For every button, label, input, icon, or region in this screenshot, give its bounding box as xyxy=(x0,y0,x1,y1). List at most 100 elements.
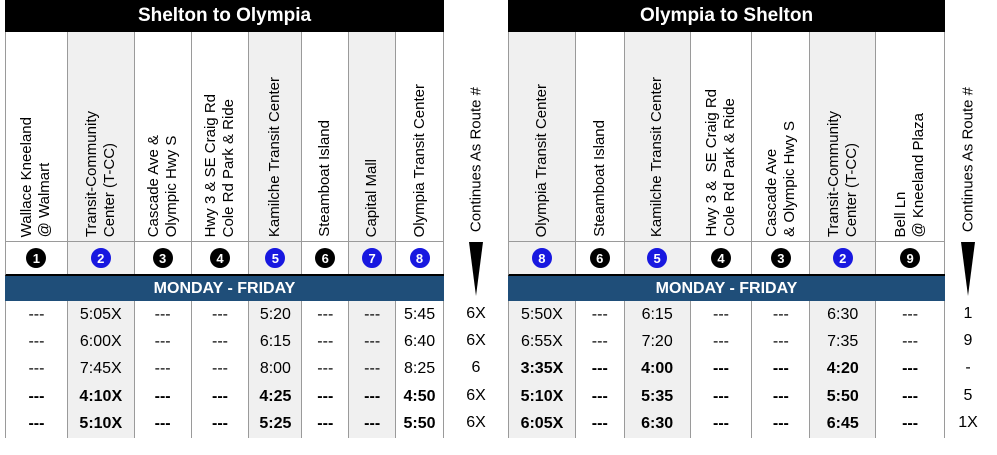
stop-number-badge: 9 xyxy=(900,248,921,268)
stop-number-badge: 8 xyxy=(409,248,430,268)
time-cell: --- xyxy=(302,301,350,329)
time-cell: 7:45X xyxy=(67,355,135,384)
time-cell: 7:35 xyxy=(810,328,877,356)
stop-number-badge: 2 xyxy=(832,248,853,268)
time-cell: --- xyxy=(576,355,625,384)
time-cell: --- xyxy=(6,328,68,356)
time-cell: 5:10X xyxy=(67,410,135,438)
time-cell: --- xyxy=(302,383,350,411)
table-row: 6:55X --- 7:20 --- --- 7:35 --- xyxy=(508,328,945,356)
stop-name: Cascade Ave & Olympic Hwy S xyxy=(144,134,180,237)
stop-name: Kamilche Transit Center xyxy=(266,76,284,237)
stop-header: Hwy 3 & SE Craig Rd Cole Rd Park & Ride xyxy=(191,32,250,242)
stop-number-badge: 4 xyxy=(711,248,731,268)
time-cell: 5:50 xyxy=(396,410,444,438)
stop-name: Olympia Transit Center xyxy=(532,83,550,237)
day-label-bar: MONDAY - FRIDAY xyxy=(508,276,945,301)
time-cell: --- xyxy=(6,355,68,384)
continues-as-route-header: Continues As Route # xyxy=(467,86,485,232)
stop-header: Hwy 3 & SE Craig Rd Cole Rd Park & Ride xyxy=(690,32,753,242)
time-cell: 4:25 xyxy=(249,383,303,411)
stop-name: Bell Ln @ Kneeland Plaza xyxy=(892,112,928,237)
table-row: 5:50X --- 6:15 --- --- 6:30 --- xyxy=(508,301,945,329)
table-row: 5:10X --- 5:35 --- --- 5:50 --- xyxy=(508,383,945,411)
stop-header: Transit-Community Center (T-CC) xyxy=(67,32,135,242)
stop-number-row: 1 2 3 4 5 6 7 8 xyxy=(5,242,444,276)
time-cell: --- xyxy=(349,301,397,329)
stop-name: Steamboat Island xyxy=(316,120,334,237)
time-cell: 5:45 xyxy=(396,301,444,329)
time-cell: 8:25 xyxy=(396,355,444,384)
stop-header: Olympia Transit Center xyxy=(509,32,576,242)
stop-name: Wallace Kneeland @ Walmart xyxy=(18,116,54,237)
time-cell: --- xyxy=(876,410,945,438)
stop-number-badge: 8 xyxy=(531,248,552,268)
stop-header: Cascade Ave & Olympic Hwy S xyxy=(752,32,811,242)
time-cell: 6:45 xyxy=(810,410,877,438)
time-cell: --- xyxy=(752,328,811,356)
schedule-olympia-to-shelton: Olympia to Shelton Olympia Transit Cente… xyxy=(508,0,945,438)
time-cell: 5:20 xyxy=(249,301,303,329)
stop-number-row: 8 6 5 4 3 2 9 xyxy=(508,242,945,276)
stop-header: Wallace Kneeland @ Walmart xyxy=(6,32,68,242)
time-cell: 5:50X xyxy=(509,301,576,329)
time-cell: 6:30 xyxy=(810,301,877,329)
stop-name: Transit-Community Center (T-CC) xyxy=(82,110,118,237)
stop-header: Kamilche Transit Center xyxy=(249,32,303,242)
time-cell: --- xyxy=(135,301,192,329)
time-cell: --- xyxy=(6,301,68,329)
table-row: --- 5:05X --- --- 5:20 --- --- 5:45 xyxy=(5,301,444,329)
time-cell: --- xyxy=(752,355,811,384)
schedule-shelton-to-olympia: Shelton to Olympia Wallace Kneeland @ Wa… xyxy=(5,0,444,438)
stop-header-row: Olympia Transit Center Steamboat Island Ka… xyxy=(508,32,945,242)
time-cell: --- xyxy=(192,301,250,329)
stop-number-cell: 2 xyxy=(810,242,877,274)
table-title: Olympia to Shelton xyxy=(508,0,945,32)
stop-number-cell: 6 xyxy=(576,242,625,274)
stop-number-badge: 4 xyxy=(210,248,231,268)
continues-as-route-value: 1X xyxy=(958,414,978,432)
time-cell: --- xyxy=(192,410,250,438)
stop-number-cell: 1 xyxy=(6,242,68,274)
stop-number-badge: 6 xyxy=(315,248,336,268)
stop-number-cell: 5 xyxy=(624,242,691,274)
table-row: --- 4:10X --- --- 4:25 --- --- 4:50 xyxy=(5,383,444,411)
time-cell: --- xyxy=(752,383,811,411)
time-cell: 6:05X xyxy=(509,410,576,438)
time-cell: 7:20 xyxy=(624,328,691,356)
day-label-bar: MONDAY - FRIDAY xyxy=(5,276,444,301)
time-cell: 4:10X xyxy=(67,383,135,411)
time-cell: --- xyxy=(752,301,811,329)
stop-name: Cascade Ave & Olympic Hwy S xyxy=(762,121,798,237)
stop-number-cell: 3 xyxy=(135,242,192,274)
time-cell: --- xyxy=(691,383,753,411)
stop-number-badge: 7 xyxy=(362,248,383,268)
stop-number-cell: 8 xyxy=(509,242,576,274)
stop-number-badge: 6 xyxy=(589,248,610,268)
continues-as-route-value: 6X xyxy=(466,414,486,432)
continues-as-route-value: 5 xyxy=(963,386,973,404)
time-cell: 4:00 xyxy=(624,355,691,384)
down-arrow-icon xyxy=(456,242,496,300)
stop-name: Hwy 3 & SE Craig Rd Cole Rd Park & Ride xyxy=(703,89,738,237)
stop-header: Transit-Community Center (T-CC) xyxy=(810,32,877,242)
stop-header: Steamboat Island xyxy=(575,32,625,242)
stop-number-badge: 5 xyxy=(265,248,286,268)
time-cell: --- xyxy=(691,410,753,438)
stop-header: Capital Mall xyxy=(349,32,397,242)
table-row: 6:05X --- 6:30 --- --- 6:45 --- xyxy=(508,410,945,438)
stop-number-cell: 4 xyxy=(192,242,250,274)
time-cell: --- xyxy=(876,383,945,411)
time-cell: --- xyxy=(876,355,945,384)
time-cell: --- xyxy=(192,328,250,356)
table-title: Shelton to Olympia xyxy=(5,0,444,32)
continues-as-route-value: 6 xyxy=(471,359,481,377)
stop-number-cell: 4 xyxy=(691,242,753,274)
time-cell: --- xyxy=(752,410,811,438)
time-cell: --- xyxy=(6,410,68,438)
down-arrow-icon xyxy=(948,242,988,300)
continues-as-route-column: Continues As Route # 6X 6X 6 6X 6X xyxy=(456,32,496,437)
stop-name: Transit-Community Center (T-CC) xyxy=(824,110,860,237)
stop-number-badge: 5 xyxy=(647,248,668,268)
time-rows: 5:50X --- 6:15 --- --- 6:30 --- 6:55X --- 7:20 ---… xyxy=(508,301,945,438)
